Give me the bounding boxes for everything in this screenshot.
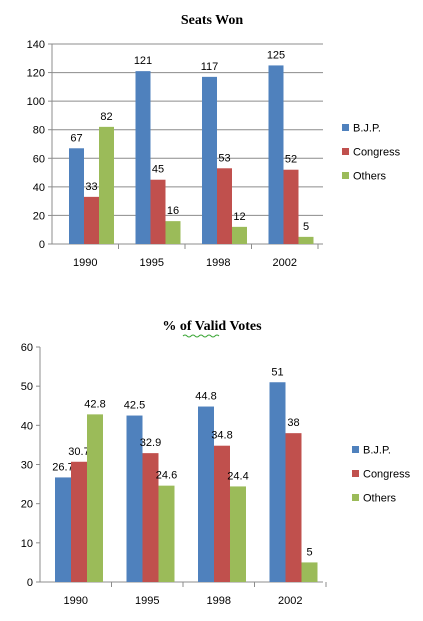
votes-y-tick-label: 60 (21, 342, 33, 354)
seats-bar-others (165, 221, 181, 244)
seats-data-label: 67 (70, 132, 82, 144)
valid-votes-title: % of Valid Votes (162, 319, 262, 334)
seats-legend-swatch (342, 172, 349, 179)
votes-data-label: 42.8 (84, 398, 105, 410)
votes-data-label: 24.4 (227, 470, 248, 482)
votes-y-tick-label: 50 (21, 381, 33, 393)
seats-data-label: 16 (167, 205, 179, 217)
seats-data-label: 33 (85, 181, 97, 193)
seats-data-label: 125 (267, 49, 285, 61)
seats-won-title: Seats Won (181, 13, 244, 28)
votes-x-tick-label: 1995 (135, 595, 159, 607)
seats-bar-bjp (202, 76, 217, 244)
votes-bar-bjp (269, 382, 286, 582)
seats-data-label: 5 (303, 221, 309, 233)
seats-bar-congress (150, 179, 166, 244)
votes-legend-label: B.J.P. (363, 445, 391, 457)
seats-bar-congress (84, 196, 99, 244)
votes-legend-label: Others (363, 493, 397, 505)
seats-legend-label: Congress (353, 147, 401, 159)
votes-legend-label: Congress (363, 469, 411, 481)
seats-bar-bjp (268, 65, 284, 244)
seats-won-chart: Seats Won 0 20 40 60 80 100 120 140 1990 1995 1998… (27, 13, 401, 269)
votes-y-tick-label: 10 (21, 538, 33, 550)
votes-y-tick-label: 0 (27, 577, 33, 589)
votes-y-tick-label: 40 (21, 420, 33, 432)
votes-x-tick-label: 2002 (278, 595, 302, 607)
seats-legend-swatch (342, 148, 349, 155)
votes-legend-swatch (352, 446, 359, 453)
seats-bar-congress (217, 168, 232, 244)
votes-data-label: 42.5 (124, 400, 145, 412)
seats-bar-bjp (135, 71, 151, 245)
seats-y-tick-label: 120 (27, 68, 45, 80)
votes-legend-swatch (352, 470, 359, 477)
seats-y-tick-label: 80 (33, 125, 45, 137)
seats-data-label: 117 (201, 61, 219, 73)
seats-x-tick-label: 1995 (140, 257, 164, 269)
votes-x-tick-label: 1990 (64, 595, 88, 607)
seats-data-label: 12 (233, 211, 245, 223)
votes-data-label: 44.8 (195, 391, 216, 403)
votes-bar-others (87, 414, 103, 582)
seats-bar-others (99, 126, 114, 244)
votes-bar-congress (71, 461, 87, 582)
valid-votes-chart: % of Valid Votes 0 10 20 30 40 50 60 1990 1995 19… (21, 319, 411, 607)
votes-data-label: 38 (287, 417, 299, 429)
votes-x-tick-label: 1998 (207, 595, 231, 607)
votes-bar-bjp (198, 406, 214, 582)
votes-legend-swatch (352, 494, 359, 501)
seats-y-tick-label: 60 (33, 153, 45, 165)
seats-y-tick-label: 20 (33, 210, 45, 222)
seats-x-tick-label: 2002 (273, 257, 297, 269)
votes-bar-congress (214, 445, 230, 582)
votes-data-label: 24.6 (156, 470, 177, 482)
seats-data-label: 53 (218, 152, 230, 164)
seats-data-label: 52 (285, 154, 297, 166)
votes-y-tick-label: 20 (21, 499, 33, 511)
seats-data-label: 45 (152, 164, 164, 176)
seats-y-tick-label: 40 (33, 182, 45, 194)
votes-data-label: 32.9 (140, 437, 161, 449)
seats-bar-others (298, 236, 314, 244)
seats-data-label: 121 (134, 55, 152, 67)
votes-bar-congress (142, 453, 159, 582)
seats-bar-bjp (69, 148, 84, 244)
votes-bar-others (230, 486, 246, 582)
seats-legend-label: B.J.P. (353, 123, 381, 135)
seats-y-tick-label: 0 (39, 239, 45, 251)
votes-y-tick-label: 30 (21, 460, 33, 472)
votes-bar-bjp (126, 415, 143, 582)
votes-data-label: 51 (271, 366, 283, 378)
seats-legend-swatch (342, 124, 349, 131)
votes-bar-bjp (55, 477, 71, 582)
seats-legend-label: Others (353, 171, 387, 183)
seats-x-tick-label: 1998 (206, 257, 230, 269)
seats-bar-congress (283, 169, 299, 244)
seats-data-label: 82 (100, 111, 112, 123)
votes-data-label: 30.7 (68, 446, 89, 458)
seats-y-tick-label: 100 (27, 96, 45, 108)
votes-bar-congress (285, 433, 302, 582)
seats-x-tick-label: 1990 (73, 257, 97, 269)
seats-bar-others (232, 226, 247, 244)
spellcheck-underline (182, 334, 220, 338)
votes-bar-others (301, 562, 318, 582)
votes-data-label: 34.8 (211, 430, 232, 442)
votes-data-label: 5 (306, 546, 312, 558)
votes-bar-others (158, 485, 175, 582)
seats-y-tick-label: 140 (27, 39, 45, 51)
votes-data-label: 26.7 (52, 461, 73, 473)
